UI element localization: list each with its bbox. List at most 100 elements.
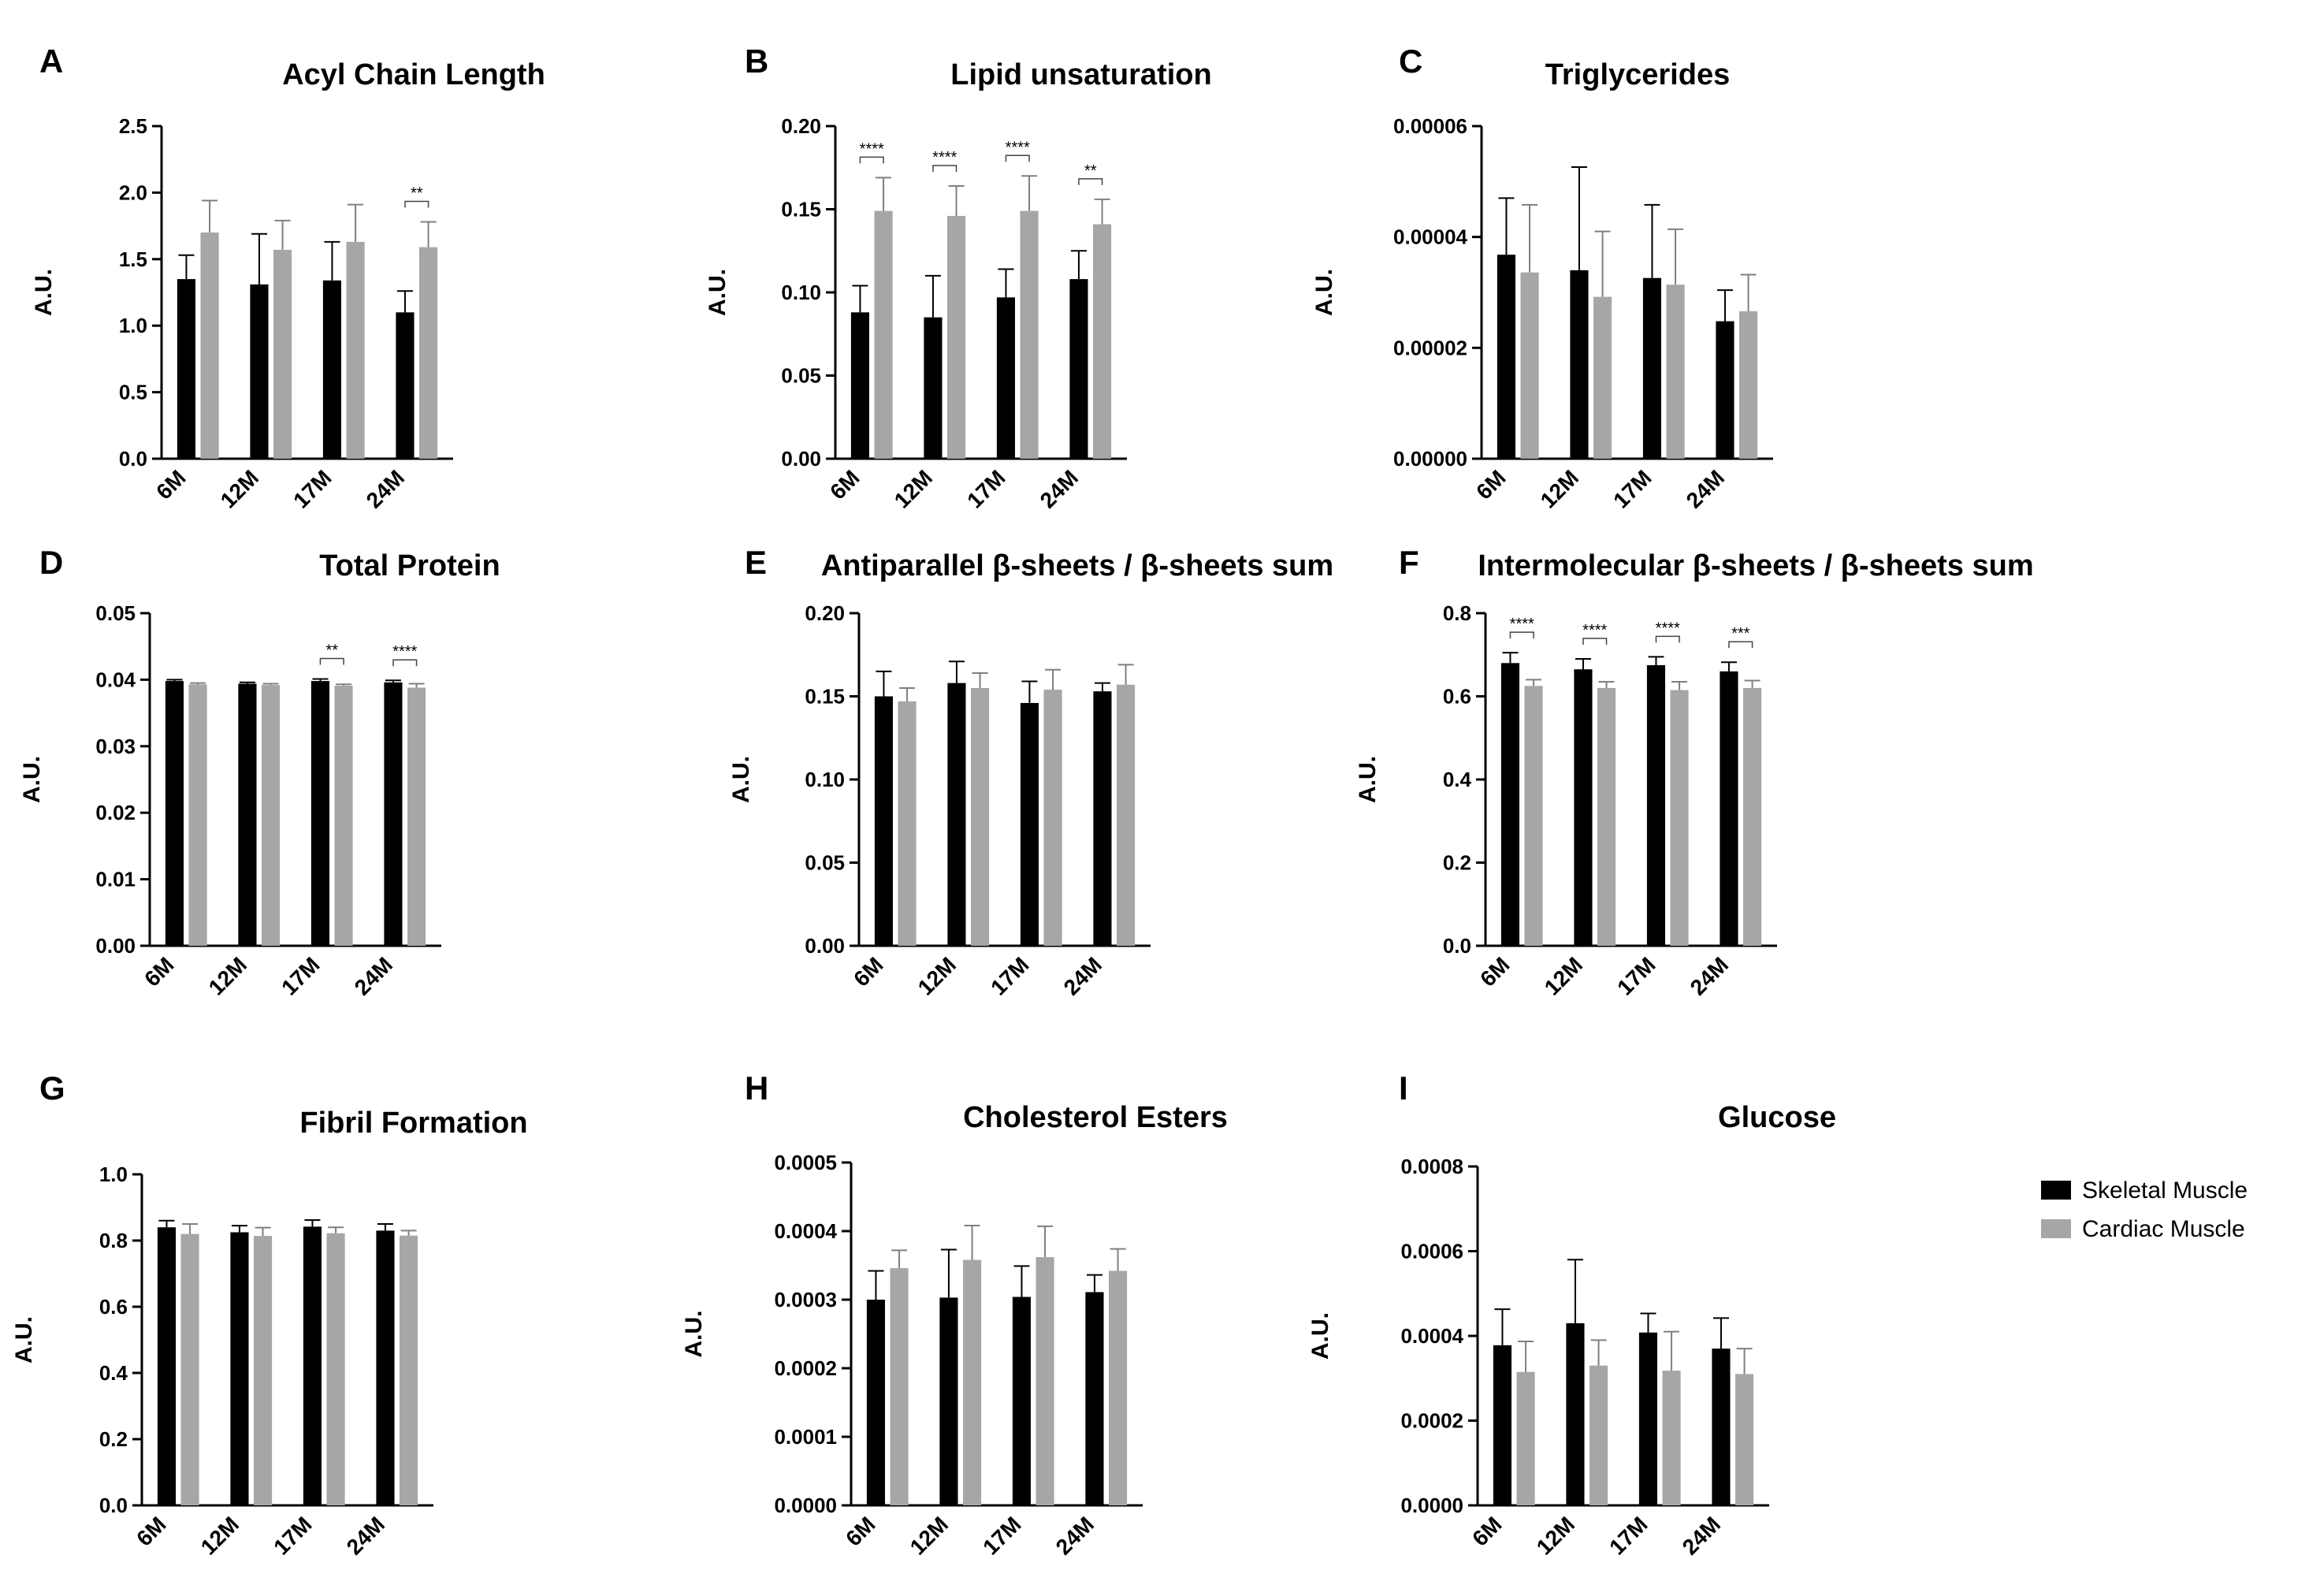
panel-i-xtick-label: 6M	[1467, 1512, 1506, 1550]
panel-h: H Cholesterol Esters 0.0000 0.0001 0.0002 0.0…	[681, 1070, 1228, 1560]
panel-e-ytick-label: 0.15	[805, 685, 845, 709]
panel-c-title: Triglycerides	[1545, 58, 1730, 91]
panel-e-xtick-label: 17M	[986, 952, 1033, 999]
panel-a-sig-label: **	[411, 185, 423, 203]
panel-f-xtick-label: 12M	[1540, 952, 1587, 999]
panel-e-bar-skeletal-24M	[1093, 691, 1112, 946]
panel-h-ylabel: A.U.	[681, 1311, 707, 1358]
panel-d-ytick-label: 0.00	[95, 934, 136, 958]
panel-c-bar-skeletal-17M	[1642, 277, 1662, 459]
panel-b: B Lipid unsaturation 0.00 0.05 0.10 0.15 0.20 A…	[705, 43, 1212, 513]
panel-i-bar-skeletal-6M	[1493, 1345, 1512, 1505]
panel-i-ytick-label: 0.0000	[1400, 1494, 1463, 1517]
panel-g-xtick-label: 12M	[196, 1512, 244, 1559]
panel-a-bar-skeletal-24M	[396, 312, 415, 459]
panel-g-ylabel: A.U.	[11, 1316, 37, 1363]
panel-i-bar-skeletal-12M	[1566, 1323, 1585, 1505]
panel-d-bar-skeletal-6M	[165, 681, 184, 946]
panel-g-bar-cardiac-24M	[399, 1235, 418, 1505]
panel-a-xtick-label: 6M	[151, 465, 190, 504]
panel-b-bar-cardiac-17M	[1020, 210, 1039, 459]
panel-g-ytick-label: 0.8	[99, 1229, 128, 1252]
legend: Skeletal Muscle Cardiac Muscle	[2041, 1177, 2248, 1242]
panel-f-sig-bracket	[1582, 638, 1608, 645]
panel-e: E Antiparallel β-sheets / β-sheets sum 0.0…	[728, 544, 1333, 1000]
panel-d-bar-cardiac-24M	[407, 687, 426, 946]
panel-a-ytick-label: 0.5	[119, 381, 147, 404]
panel-i: I Glucose 0.0000 0.0002 0.0004 0.0006 0.0008 A.…	[1307, 1070, 1836, 1560]
panel-g: G Fibril Formation 0.0 0.2 0.4 0.6 0.8 1.0 A.U. 6…	[11, 1070, 528, 1560]
panel-f-ytick-label: 0.4	[1443, 768, 1472, 791]
panel-b-xtick-label: 6M	[825, 465, 864, 504]
panels-layer: A Acyl Chain Length 0.0 0.5 1.0 1.5 2.0 2.5 A.U.…	[11, 43, 2034, 1560]
panel-a-bar-skeletal-6M	[177, 279, 196, 459]
panel-e-ylabel: A.U.	[728, 756, 754, 803]
panel-c-bar-cardiac-17M	[1666, 285, 1685, 459]
panel-d-bar-skeletal-17M	[310, 681, 330, 946]
panel-a-bar-cardiac-24M	[418, 247, 438, 459]
panel-d-ylabel: A.U.	[19, 756, 45, 803]
panel-f-ytick-label: 0.6	[1443, 685, 1471, 709]
panel-e-bar-cardiac-6M	[898, 701, 917, 946]
panel-e-letter: E	[745, 544, 767, 581]
panel-b-sig-label: ****	[860, 140, 884, 158]
panel-e-bar-skeletal-17M	[1020, 702, 1039, 946]
panel-f-sig-label: ***	[1731, 625, 1750, 642]
panel-b-bar-skeletal-6M	[850, 312, 870, 459]
panel-d-ytick-label: 0.01	[95, 868, 136, 891]
panel-g-letter: G	[39, 1070, 65, 1107]
panel-e-bar-skeletal-12M	[947, 683, 966, 946]
panel-c-bar-cardiac-12M	[1593, 296, 1612, 459]
panel-h-bar-cardiac-6M	[890, 1267, 909, 1505]
panel-f-ytick-label: 0.0	[1443, 934, 1471, 958]
panel-h-letter: H	[745, 1070, 768, 1107]
panel-f-letter: F	[1399, 544, 1419, 581]
legend-label-skeletal: Skeletal Muscle	[2082, 1177, 2248, 1204]
panel-e-ytick-label: 0.05	[805, 851, 845, 875]
panel-c-ytick-label: 0.00006	[1393, 114, 1467, 138]
panel-i-ytick-label: 0.0006	[1400, 1240, 1463, 1263]
panel-h-xtick-label: 6M	[841, 1512, 879, 1550]
panel-h-ytick-label: 0.0002	[774, 1356, 837, 1380]
panel-g-bar-cardiac-17M	[326, 1233, 345, 1505]
panel-b-ytick-label: 0.10	[781, 281, 821, 304]
panel-f-bar-skeletal-6M	[1500, 663, 1520, 946]
panel-h-bar-skeletal-12M	[939, 1297, 958, 1505]
panel-b-sig-bracket	[1078, 178, 1103, 185]
panel-a-bar-cardiac-6M	[200, 233, 219, 459]
panel-d-xtick-label: 17M	[277, 952, 324, 999]
panel-g-bar-cardiac-12M	[253, 1236, 273, 1505]
panel-g-xtick-label: 24M	[342, 1512, 389, 1559]
panel-d-title: Total Protein	[319, 549, 500, 582]
panel-d-sig-bracket	[319, 657, 344, 665]
panel-g-bar-skeletal-24M	[376, 1230, 395, 1505]
panel-a: A Acyl Chain Length 0.0 0.5 1.0 1.5 2.0 2.5 A.U.…	[31, 43, 545, 513]
panel-f-bar-cardiac-24M	[1742, 687, 1762, 946]
panel-b-sig-bracket	[859, 156, 884, 164]
panel-h-ytick-label: 0.0001	[774, 1425, 837, 1449]
panel-a-ytick-label: 2.5	[119, 114, 147, 138]
panel-d-sig-bracket	[392, 659, 418, 667]
panel-i-bar-skeletal-17M	[1638, 1332, 1658, 1505]
panel-b-xtick-label: 12M	[890, 465, 937, 512]
panel-c: C Triglycerides 0.00000 0.00002 0.00004 0.000…	[1311, 43, 1773, 513]
panel-d-bar-skeletal-24M	[384, 682, 403, 946]
panel-h-xtick-label: 17M	[978, 1512, 1025, 1559]
panel-e-ytick-label: 0.10	[805, 768, 845, 791]
panel-a-bar-cardiac-17M	[346, 241, 365, 459]
panel-d-bar-cardiac-6M	[188, 684, 207, 946]
panel-a-xtick-label: 17M	[288, 465, 336, 512]
panel-f-sig-label: ****	[1582, 622, 1607, 639]
panel-b-sig-label: ****	[1006, 139, 1030, 156]
panel-b-ytick-label: 0.05	[781, 364, 821, 388]
panel-b-sig-bracket	[932, 165, 957, 172]
panel-f-xtick-label: 24M	[1686, 952, 1733, 999]
panel-e-xtick-label: 6M	[849, 952, 887, 991]
panel-h-title: Cholesterol Esters	[963, 1101, 1228, 1134]
panel-f-ytick-label: 0.8	[1443, 601, 1471, 625]
panel-a-ytick-label: 1.0	[119, 314, 147, 337]
panel-f-xtick-label: 17M	[1612, 952, 1660, 999]
panel-c-xtick-label: 24M	[1682, 465, 1729, 512]
panel-i-ytick-label: 0.0002	[1400, 1409, 1463, 1433]
panel-a-xtick-label: 24M	[362, 465, 409, 512]
